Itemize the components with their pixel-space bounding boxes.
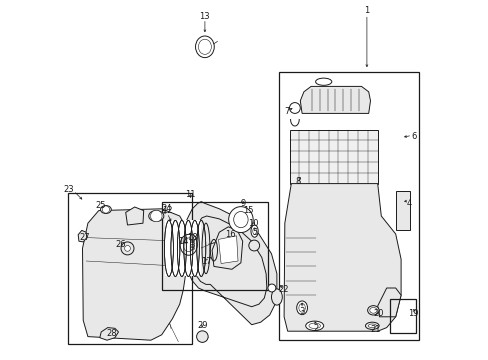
Text: 19: 19 xyxy=(407,309,417,318)
Polygon shape xyxy=(82,209,187,340)
Polygon shape xyxy=(78,230,87,242)
Text: 11: 11 xyxy=(185,190,195,199)
Polygon shape xyxy=(218,236,238,264)
Ellipse shape xyxy=(101,206,111,213)
Ellipse shape xyxy=(296,301,307,315)
Text: 26: 26 xyxy=(115,240,125,249)
Text: 29: 29 xyxy=(198,321,208,330)
Text: 1: 1 xyxy=(364,6,369,15)
Circle shape xyxy=(189,235,195,240)
Ellipse shape xyxy=(369,307,376,313)
Bar xyxy=(164,220,200,276)
Ellipse shape xyxy=(315,78,331,85)
Ellipse shape xyxy=(365,322,378,329)
Text: 8: 8 xyxy=(294,177,300,186)
Text: 27: 27 xyxy=(79,233,89,242)
Bar xyxy=(162,202,267,290)
Circle shape xyxy=(124,246,130,251)
Ellipse shape xyxy=(367,324,375,328)
Text: 4: 4 xyxy=(406,199,411,208)
Polygon shape xyxy=(100,328,118,340)
Bar xyxy=(68,193,192,344)
Text: 18: 18 xyxy=(186,233,197,242)
Bar xyxy=(278,72,418,340)
Ellipse shape xyxy=(271,289,282,305)
Text: 21: 21 xyxy=(370,325,380,334)
Text: 12: 12 xyxy=(162,206,172,215)
Text: 10: 10 xyxy=(248,219,258,228)
Ellipse shape xyxy=(228,207,253,233)
Circle shape xyxy=(102,206,109,213)
Text: 20: 20 xyxy=(372,309,383,318)
Text: 2: 2 xyxy=(313,324,319,333)
Ellipse shape xyxy=(308,323,320,328)
Text: 3: 3 xyxy=(299,307,304,316)
Ellipse shape xyxy=(305,321,323,330)
Text: 17: 17 xyxy=(201,256,212,266)
Polygon shape xyxy=(284,184,400,331)
Text: 13: 13 xyxy=(199,12,210,21)
Text: 5: 5 xyxy=(252,228,257,237)
Text: 28: 28 xyxy=(106,328,116,338)
Polygon shape xyxy=(212,227,242,269)
Polygon shape xyxy=(125,207,143,225)
Bar xyxy=(389,299,415,333)
Text: 15: 15 xyxy=(243,206,253,215)
Text: 16: 16 xyxy=(224,230,235,239)
Circle shape xyxy=(248,240,259,251)
Circle shape xyxy=(289,103,300,113)
Text: 23: 23 xyxy=(63,185,74,194)
Text: 22: 22 xyxy=(278,285,289,294)
Text: 24: 24 xyxy=(162,204,172,213)
Ellipse shape xyxy=(233,212,247,228)
Circle shape xyxy=(196,331,208,342)
Text: 14: 14 xyxy=(178,237,188,246)
Ellipse shape xyxy=(252,228,256,234)
Text: 9: 9 xyxy=(240,199,245,208)
Circle shape xyxy=(150,210,162,222)
Polygon shape xyxy=(183,202,276,325)
Ellipse shape xyxy=(367,306,378,315)
Bar xyxy=(395,191,409,230)
Ellipse shape xyxy=(250,225,258,237)
Text: 7: 7 xyxy=(284,107,289,116)
Text: 6: 6 xyxy=(410,132,416,141)
Polygon shape xyxy=(300,86,370,113)
Text: 25: 25 xyxy=(95,201,105,210)
Ellipse shape xyxy=(267,284,275,292)
Ellipse shape xyxy=(298,303,305,312)
Ellipse shape xyxy=(148,211,163,221)
Polygon shape xyxy=(377,288,400,317)
Circle shape xyxy=(121,242,134,255)
Bar xyxy=(289,130,377,184)
